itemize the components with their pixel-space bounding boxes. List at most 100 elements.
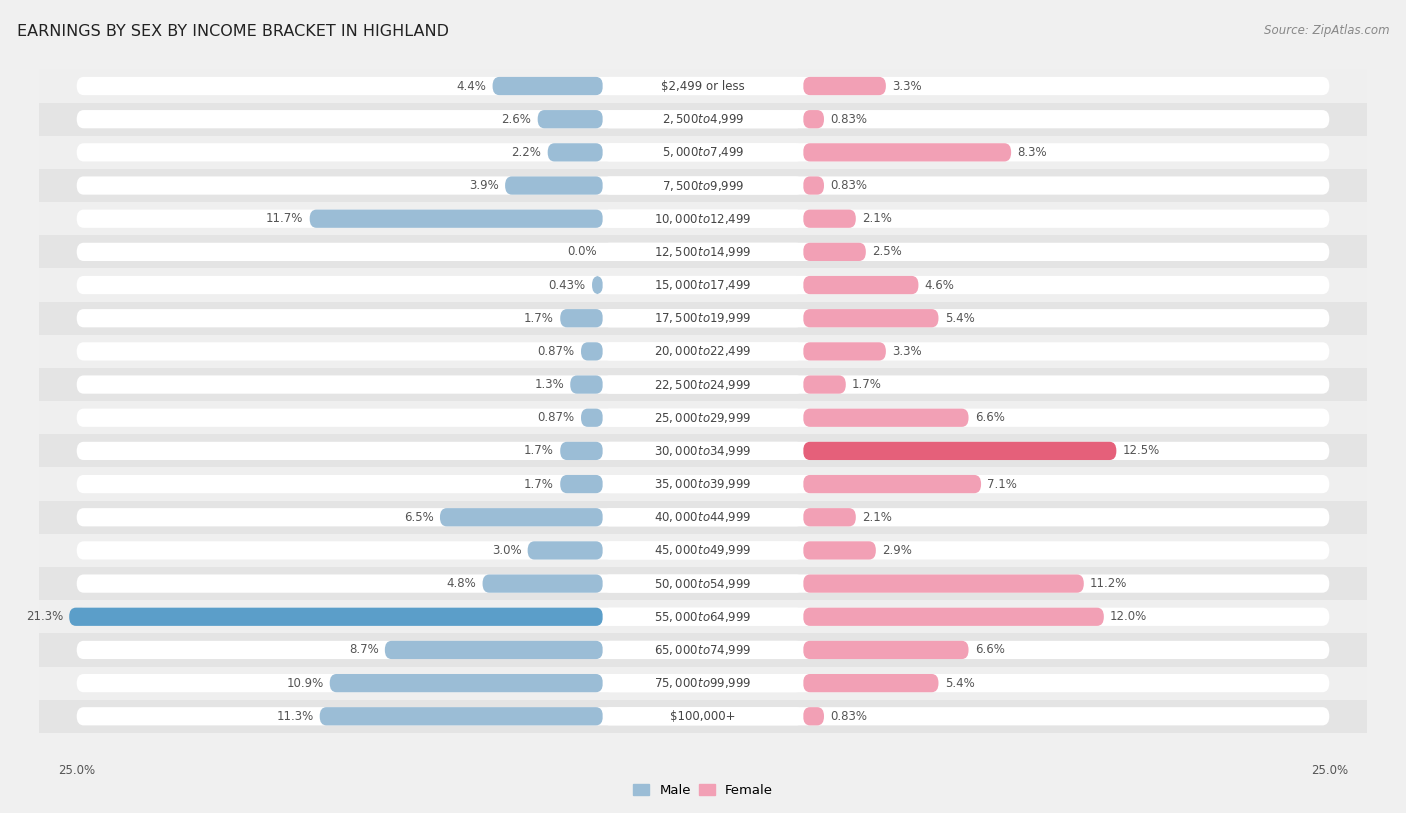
FancyBboxPatch shape xyxy=(603,342,803,360)
Text: 4.6%: 4.6% xyxy=(925,279,955,292)
Text: 6.6%: 6.6% xyxy=(974,643,1005,656)
FancyBboxPatch shape xyxy=(77,508,1329,526)
FancyBboxPatch shape xyxy=(39,401,1367,434)
FancyBboxPatch shape xyxy=(77,276,1329,294)
Text: 7.1%: 7.1% xyxy=(987,477,1017,490)
FancyBboxPatch shape xyxy=(77,110,1329,128)
FancyBboxPatch shape xyxy=(603,409,803,427)
Text: 8.7%: 8.7% xyxy=(349,643,378,656)
FancyBboxPatch shape xyxy=(603,243,803,261)
Text: 12.5%: 12.5% xyxy=(1122,445,1160,458)
FancyBboxPatch shape xyxy=(603,276,803,294)
Text: $40,000 to $44,999: $40,000 to $44,999 xyxy=(654,511,752,524)
FancyBboxPatch shape xyxy=(803,376,846,393)
Text: 5.4%: 5.4% xyxy=(945,676,974,689)
FancyBboxPatch shape xyxy=(603,508,803,526)
Text: 0.83%: 0.83% xyxy=(831,710,868,723)
FancyBboxPatch shape xyxy=(803,674,938,692)
FancyBboxPatch shape xyxy=(77,674,1329,692)
FancyBboxPatch shape xyxy=(548,143,603,162)
Text: $2,499 or less: $2,499 or less xyxy=(661,80,745,93)
FancyBboxPatch shape xyxy=(560,441,603,460)
Text: Source: ZipAtlas.com: Source: ZipAtlas.com xyxy=(1264,24,1389,37)
FancyBboxPatch shape xyxy=(560,309,603,328)
FancyBboxPatch shape xyxy=(39,633,1367,667)
Text: $65,000 to $74,999: $65,000 to $74,999 xyxy=(654,643,752,657)
FancyBboxPatch shape xyxy=(803,143,1011,162)
FancyBboxPatch shape xyxy=(803,77,886,95)
FancyBboxPatch shape xyxy=(77,707,1329,725)
FancyBboxPatch shape xyxy=(39,268,1367,302)
FancyBboxPatch shape xyxy=(39,567,1367,600)
FancyBboxPatch shape xyxy=(803,176,824,194)
FancyBboxPatch shape xyxy=(603,707,803,725)
Text: 1.3%: 1.3% xyxy=(534,378,564,391)
FancyBboxPatch shape xyxy=(39,169,1367,202)
FancyBboxPatch shape xyxy=(492,77,603,95)
FancyBboxPatch shape xyxy=(77,541,1329,559)
FancyBboxPatch shape xyxy=(603,143,803,162)
FancyBboxPatch shape xyxy=(39,235,1367,268)
FancyBboxPatch shape xyxy=(803,541,876,559)
Text: $10,000 to $12,499: $10,000 to $12,499 xyxy=(654,211,752,226)
FancyBboxPatch shape xyxy=(603,210,803,228)
FancyBboxPatch shape xyxy=(603,575,803,593)
Text: 3.3%: 3.3% xyxy=(893,345,922,358)
Text: $22,500 to $24,999: $22,500 to $24,999 xyxy=(654,377,752,392)
FancyBboxPatch shape xyxy=(603,607,803,626)
FancyBboxPatch shape xyxy=(803,276,918,294)
FancyBboxPatch shape xyxy=(39,501,1367,534)
FancyBboxPatch shape xyxy=(77,309,1329,328)
Text: $75,000 to $99,999: $75,000 to $99,999 xyxy=(654,676,752,690)
FancyBboxPatch shape xyxy=(319,707,603,725)
Text: 4.4%: 4.4% xyxy=(457,80,486,93)
FancyBboxPatch shape xyxy=(803,210,856,228)
FancyBboxPatch shape xyxy=(77,441,1329,460)
Text: $25,000 to $29,999: $25,000 to $29,999 xyxy=(654,411,752,424)
Text: 3.9%: 3.9% xyxy=(470,179,499,192)
Text: $20,000 to $22,499: $20,000 to $22,499 xyxy=(654,345,752,359)
Text: $12,500 to $14,999: $12,500 to $14,999 xyxy=(654,245,752,259)
FancyBboxPatch shape xyxy=(592,276,603,294)
FancyBboxPatch shape xyxy=(309,210,603,228)
FancyBboxPatch shape xyxy=(803,508,856,526)
FancyBboxPatch shape xyxy=(803,707,824,725)
FancyBboxPatch shape xyxy=(571,376,603,393)
FancyBboxPatch shape xyxy=(77,77,1329,95)
FancyBboxPatch shape xyxy=(603,541,803,559)
FancyBboxPatch shape xyxy=(39,600,1367,633)
Text: 0.87%: 0.87% xyxy=(537,411,575,424)
FancyBboxPatch shape xyxy=(803,641,969,659)
Text: 0.0%: 0.0% xyxy=(567,246,596,259)
Text: 11.3%: 11.3% xyxy=(276,710,314,723)
FancyBboxPatch shape xyxy=(385,641,603,659)
Text: $30,000 to $34,999: $30,000 to $34,999 xyxy=(654,444,752,458)
Text: 2.1%: 2.1% xyxy=(862,511,891,524)
FancyBboxPatch shape xyxy=(39,335,1367,368)
Text: $2,500 to $4,999: $2,500 to $4,999 xyxy=(662,112,744,126)
Text: 0.83%: 0.83% xyxy=(831,113,868,126)
Text: 0.87%: 0.87% xyxy=(537,345,575,358)
Text: $35,000 to $39,999: $35,000 to $39,999 xyxy=(654,477,752,491)
FancyBboxPatch shape xyxy=(77,143,1329,162)
Text: 10.9%: 10.9% xyxy=(287,676,323,689)
FancyBboxPatch shape xyxy=(39,102,1367,136)
Text: 0.83%: 0.83% xyxy=(831,179,868,192)
FancyBboxPatch shape xyxy=(77,641,1329,659)
FancyBboxPatch shape xyxy=(39,69,1367,102)
Text: 21.3%: 21.3% xyxy=(25,611,63,624)
Text: 3.0%: 3.0% xyxy=(492,544,522,557)
FancyBboxPatch shape xyxy=(77,176,1329,194)
FancyBboxPatch shape xyxy=(581,409,603,427)
Text: 2.5%: 2.5% xyxy=(872,246,901,259)
FancyBboxPatch shape xyxy=(77,210,1329,228)
FancyBboxPatch shape xyxy=(77,607,1329,626)
FancyBboxPatch shape xyxy=(560,475,603,493)
Text: $5,000 to $7,499: $5,000 to $7,499 xyxy=(662,146,744,159)
Text: 2.9%: 2.9% xyxy=(882,544,912,557)
FancyBboxPatch shape xyxy=(603,641,803,659)
FancyBboxPatch shape xyxy=(482,575,603,593)
FancyBboxPatch shape xyxy=(803,575,1084,593)
FancyBboxPatch shape xyxy=(39,667,1367,700)
Text: 1.7%: 1.7% xyxy=(524,445,554,458)
